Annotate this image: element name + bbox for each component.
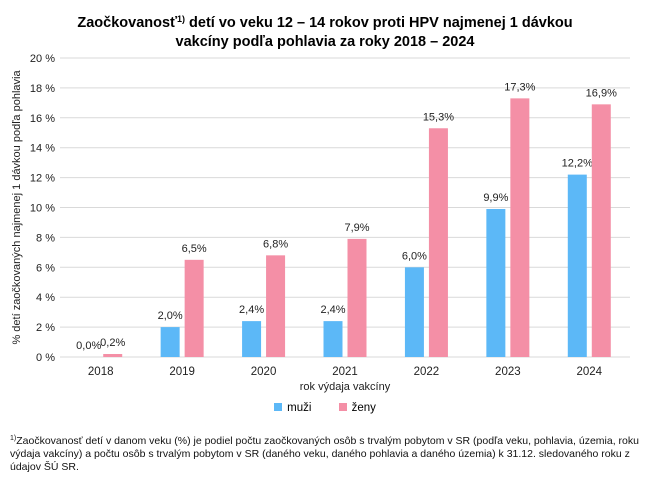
data-label-men: 12,2% — [562, 158, 593, 170]
data-label-women: 15,3% — [423, 111, 454, 123]
footnote-marker: 1) — [10, 435, 17, 442]
bar-women — [266, 255, 286, 357]
y-tick-label: 4 % — [36, 292, 55, 304]
chart-title-footnote-marker: 1) — [176, 14, 185, 24]
legend-swatch-men — [274, 403, 283, 411]
y-tick-label: 2 % — [36, 322, 55, 334]
chart-title-line2: vakcíny podľa pohlavia za roky 2018 – 20… — [175, 34, 475, 50]
data-label-men: 2,4% — [320, 304, 345, 316]
y-tick-label: 6 % — [36, 262, 55, 274]
y-tick-label: 8 % — [36, 232, 55, 244]
y-tick-label: 10 % — [30, 203, 55, 215]
x-tick-label: 2024 — [576, 366, 602, 378]
bar-men — [160, 327, 180, 357]
x-axis-title: rok výdaja vakcíny — [300, 381, 391, 393]
data-label-men: 2,0% — [158, 310, 183, 322]
x-tick-label: 2021 — [332, 366, 358, 378]
chart-title-part1: Zaočkovanosť — [77, 15, 177, 31]
chart-title-part2: detí vo veku 12 – 14 rokov proti HPV naj… — [185, 15, 573, 31]
y-tick-label: 16 % — [30, 113, 55, 125]
bar-women — [103, 354, 123, 357]
bar-women — [428, 128, 448, 357]
bar-women — [510, 98, 530, 358]
footnote: 1)Zaočkovanosť detí v danom veku (%) je … — [10, 432, 640, 474]
bar-men — [242, 321, 262, 357]
y-axis-title: % detí zaočkovaných najmenej 1 dávkou po… — [11, 70, 23, 345]
y-tick-label: 18 % — [30, 83, 55, 95]
bar-men — [404, 267, 424, 357]
x-tick-label: 2020 — [251, 366, 277, 378]
footnote-text: Zaočkovanosť detí v danom veku (%) je po… — [10, 435, 639, 473]
legend: muži ženy — [0, 402, 650, 414]
y-tick-label: 0 % — [36, 352, 55, 364]
bar-men — [567, 174, 587, 357]
chart-title: Zaočkovanosť1) detí vo veku 12 – 14 roko… — [0, 10, 650, 52]
data-label-men: 0,0% — [76, 340, 101, 352]
data-label-women: 17,3% — [504, 81, 535, 93]
x-tick-label: 2022 — [414, 366, 440, 378]
data-label-women: 0,2% — [100, 337, 125, 349]
bar-women — [184, 259, 204, 357]
data-label-men: 2,4% — [239, 304, 264, 316]
bar-chart: 0 % 2 % 4 % 6 % 8 % 10 % 12 % 14 % 16 % 18 % 20 %%… — [11, 53, 630, 393]
x-tick-label: 2019 — [169, 366, 195, 378]
legend-label-women: ženy — [351, 402, 376, 414]
data-label-women: 7,9% — [344, 222, 369, 234]
y-tick-label: 20 % — [30, 53, 55, 65]
data-label-women: 6,8% — [263, 238, 288, 250]
legend-swatch-women — [338, 403, 347, 411]
data-label-women: 6,5% — [182, 243, 207, 255]
data-label-men: 9,9% — [483, 192, 508, 204]
y-tick-label: 14 % — [30, 143, 55, 155]
bar-men — [486, 208, 506, 357]
bar-men — [323, 321, 343, 357]
data-label-men: 6,0% — [402, 250, 427, 262]
y-tick-label: 12 % — [30, 173, 55, 185]
x-tick-label: 2018 — [88, 366, 114, 378]
bar-women — [347, 238, 367, 357]
bar-women — [591, 104, 611, 357]
legend-item-men: muži — [274, 402, 311, 414]
x-tick-label: 2023 — [495, 366, 521, 378]
legend-label-men: muži — [287, 402, 312, 414]
data-label-women: 16,9% — [586, 87, 617, 99]
legend-item-women: ženy — [338, 402, 376, 414]
